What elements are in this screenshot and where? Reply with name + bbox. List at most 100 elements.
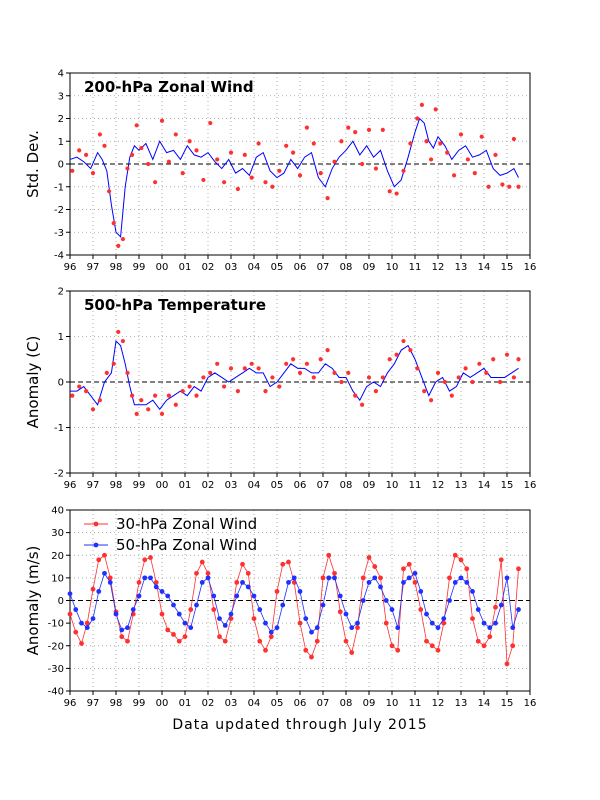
- x-tick-label: 06: [294, 480, 307, 491]
- data-point: [511, 136, 516, 142]
- data-point: [311, 375, 316, 380]
- data-point: [173, 132, 178, 137]
- data-point: [116, 329, 121, 335]
- data-point: [479, 134, 484, 139]
- data-point-1: [412, 570, 418, 576]
- data-point-0: [504, 661, 510, 667]
- data-point: [419, 102, 424, 107]
- y-tick-label: -2: [54, 205, 64, 216]
- x-tick-label: 04: [248, 262, 261, 273]
- data-point: [346, 125, 351, 130]
- data-point-0: [355, 625, 360, 631]
- data-point: [146, 161, 151, 167]
- data-point: [429, 398, 434, 403]
- data-point-0: [142, 557, 148, 563]
- data-point: [291, 357, 296, 362]
- data-point-1: [84, 625, 90, 631]
- data-point-1: [188, 625, 194, 631]
- data-point: [102, 143, 107, 148]
- x-tick-label: 16: [524, 262, 537, 273]
- x-tick-label: 10: [386, 262, 399, 273]
- data-point-1: [452, 580, 458, 585]
- data-point-1: [458, 575, 464, 581]
- data-point: [424, 139, 429, 144]
- data-point: [215, 157, 220, 162]
- data-point: [235, 186, 240, 192]
- y-tick-label: 2: [58, 114, 64, 125]
- y-tick-label: 3: [58, 91, 64, 102]
- data-point: [516, 357, 521, 362]
- data-point: [235, 389, 240, 394]
- data-point: [97, 132, 102, 137]
- data-point-1: [510, 625, 516, 631]
- data-point: [491, 357, 496, 362]
- data-point-0: [326, 552, 332, 558]
- data-point-1: [504, 575, 510, 581]
- data-point: [516, 184, 521, 189]
- data-point: [401, 338, 406, 344]
- x-tick-label: 11: [409, 262, 422, 273]
- data-point-0: [234, 580, 240, 585]
- data-point-0: [84, 620, 90, 626]
- x-tick-label: 97: [87, 698, 100, 709]
- data-point-1: [79, 620, 84, 626]
- x-tick-label: 08: [340, 480, 353, 491]
- data-point: [270, 184, 275, 189]
- data-point-1: [395, 625, 401, 631]
- y-tick-label: 20: [51, 551, 64, 562]
- y-axis-label: Std. Dev.: [24, 130, 42, 198]
- data-point: [486, 184, 491, 189]
- data-point-1: [263, 620, 268, 626]
- data-point-0: [274, 589, 280, 594]
- data-point: [394, 191, 399, 196]
- data-point-0: [349, 650, 355, 655]
- x-tick-label: 01: [179, 480, 192, 491]
- x-tick-label: 07: [317, 480, 330, 491]
- data-point-1: [487, 625, 493, 631]
- data-point-1: [245, 584, 251, 590]
- data-point-1: [297, 589, 303, 594]
- data-point: [465, 157, 470, 162]
- x-tick-label: 08: [340, 698, 353, 709]
- y-tick-label: 0: [58, 596, 64, 607]
- data-point: [256, 366, 261, 371]
- data-point: [325, 196, 330, 201]
- data-point-0: [205, 570, 211, 576]
- data-point-0: [251, 616, 257, 621]
- data-point: [318, 171, 323, 176]
- data-point: [449, 393, 454, 398]
- data-point: [346, 370, 351, 375]
- data-point: [470, 379, 475, 385]
- y-axis-label: Anomaly (C): [24, 336, 42, 429]
- y-tick-label: 0: [58, 378, 64, 389]
- data-point: [353, 393, 358, 398]
- data-point-0: [378, 575, 383, 581]
- data-point: [256, 141, 261, 146]
- data-point-1: [165, 593, 171, 599]
- data-point-1: [136, 593, 142, 599]
- data-point: [228, 150, 234, 155]
- data-point: [97, 398, 102, 403]
- data-point: [134, 123, 139, 128]
- data-point: [153, 180, 158, 185]
- data-point: [139, 145, 144, 151]
- data-point-1: [211, 593, 217, 599]
- data-point-0: [286, 559, 291, 565]
- data-point: [504, 352, 510, 357]
- x-tick-label: 11: [409, 480, 422, 491]
- data-point-0: [153, 580, 159, 585]
- x-tick-label: 06: [294, 698, 307, 709]
- data-point: [166, 393, 171, 398]
- data-point: [187, 139, 192, 144]
- data-point-1: [424, 611, 429, 617]
- data-point: [408, 348, 413, 353]
- data-point-0: [452, 552, 458, 558]
- data-point-1: [326, 575, 332, 581]
- data-point-1: [493, 620, 498, 626]
- data-point-0: [435, 647, 441, 653]
- x-tick-label: 11: [409, 698, 422, 709]
- data-point: [90, 407, 96, 412]
- data-point-0: [171, 632, 176, 637]
- data-point-0: [424, 638, 429, 644]
